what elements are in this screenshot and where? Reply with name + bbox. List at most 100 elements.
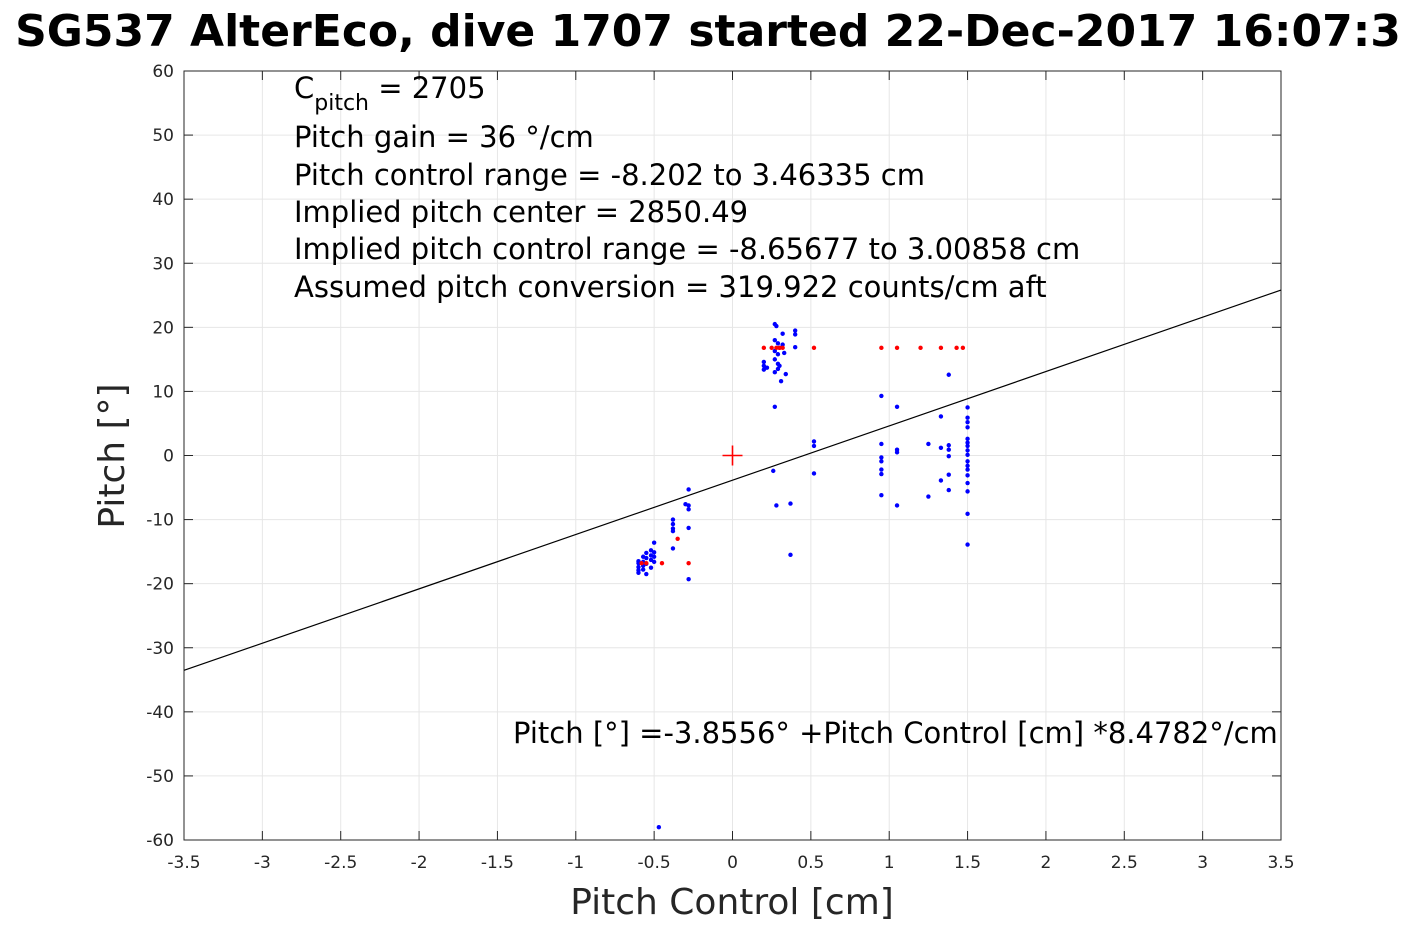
y-tick-label: -20 bbox=[146, 575, 174, 595]
blue-data-point bbox=[686, 576, 691, 582]
blue-data-point bbox=[965, 463, 970, 468]
red-data-point bbox=[954, 345, 959, 351]
blue-data-point bbox=[811, 439, 817, 444]
red-data-point bbox=[918, 345, 923, 351]
blue-data-point bbox=[965, 542, 970, 547]
x-axis-label: Pitch Control [cm] bbox=[570, 882, 894, 923]
blue-data-point bbox=[636, 570, 641, 575]
y-tick-label: -60 bbox=[146, 831, 174, 851]
red-data-point bbox=[675, 536, 680, 542]
c-pitch-annotation: Cpitch = 2705 bbox=[294, 71, 486, 116]
blue-data-point bbox=[879, 441, 884, 447]
blue-data-point bbox=[774, 323, 779, 329]
red-data-point bbox=[659, 560, 665, 566]
blue-data-point bbox=[670, 546, 676, 551]
y-axis-label: Pitch [°] bbox=[92, 383, 133, 528]
blue-data-point bbox=[686, 487, 691, 492]
blue-data-point bbox=[879, 493, 884, 498]
blue-data-point bbox=[965, 467, 970, 472]
red-data-point bbox=[938, 345, 944, 351]
y-tick-label: 40 bbox=[152, 190, 174, 210]
blue-data-point bbox=[771, 468, 776, 474]
blue-data-point bbox=[772, 337, 778, 343]
x-tick-label: 2.5 bbox=[1111, 853, 1138, 873]
chart-title: SG537 AlterEco, dive 1707 started 22-Dec… bbox=[15, 6, 1401, 57]
blue-data-point bbox=[792, 332, 798, 337]
blue-data-point bbox=[670, 521, 676, 527]
blue-data-point bbox=[965, 489, 970, 494]
blue-data-point bbox=[644, 555, 649, 561]
blue-data-point bbox=[644, 550, 649, 556]
blue-data-point bbox=[946, 447, 951, 452]
red-data-point bbox=[644, 560, 649, 566]
blue-data-point bbox=[965, 511, 970, 517]
center-marker-group bbox=[722, 445, 743, 466]
y-tick-label: 30 bbox=[152, 254, 174, 274]
parameter-annotations: Cpitch = 2705 Pitch gain = 36 °/cm Pitch… bbox=[294, 71, 1278, 750]
blue-data-point bbox=[879, 455, 884, 460]
x-tick-label: 3.5 bbox=[1267, 853, 1294, 873]
blue-data-point bbox=[788, 552, 793, 558]
blue-data-point bbox=[965, 425, 970, 430]
blue-data-point bbox=[651, 540, 657, 545]
blue-data-point bbox=[777, 363, 782, 368]
red-data-point bbox=[686, 560, 691, 566]
fit-line-group bbox=[183, 289, 1282, 671]
red-data-point bbox=[777, 345, 782, 351]
y-tick-label: 0 bbox=[163, 447, 174, 467]
blue-data-point bbox=[879, 467, 884, 472]
blue-data-point bbox=[946, 472, 951, 477]
blue-data-point bbox=[965, 415, 970, 420]
blue-data-point bbox=[965, 443, 970, 449]
x-tick-label: -1.5 bbox=[481, 853, 514, 873]
red-data-point bbox=[769, 345, 774, 351]
blue-data-point bbox=[772, 357, 778, 362]
blue-data-point bbox=[782, 350, 787, 356]
x-tick-label: -3 bbox=[254, 853, 271, 873]
blue-data-point bbox=[894, 503, 900, 508]
y-tick-label: 50 bbox=[152, 126, 174, 146]
assumed-pitch-conversion-annotation: Assumed pitch conversion = 319.922 count… bbox=[294, 270, 1047, 304]
fit-line bbox=[183, 289, 1282, 671]
c-pitch-value: = 2705 bbox=[369, 71, 486, 105]
y-tick-label: 10 bbox=[152, 382, 174, 402]
x-tick-label: -3.5 bbox=[167, 853, 200, 873]
c-pitch-symbol: C bbox=[294, 71, 314, 105]
x-tick-label: -2 bbox=[411, 853, 428, 873]
y-tick-label: -40 bbox=[146, 703, 174, 723]
pitch-control-range-annotation: Pitch control range = -8.202 to 3.46335 … bbox=[294, 158, 925, 192]
blue-data-point bbox=[651, 550, 657, 555]
grid-lines bbox=[183, 70, 1282, 841]
blue-data-point bbox=[778, 378, 784, 384]
red-data-point bbox=[774, 345, 779, 351]
blue-data-point bbox=[651, 554, 657, 559]
x-tick-label: 0 bbox=[727, 853, 738, 873]
blue-data-point bbox=[772, 369, 778, 375]
blue-data-point bbox=[946, 372, 951, 377]
red-data-point bbox=[960, 345, 966, 351]
blue-data-point bbox=[656, 824, 662, 830]
blue-data-point bbox=[775, 341, 781, 346]
x-tick-label: 0.5 bbox=[797, 853, 824, 873]
blue-data-point bbox=[965, 448, 970, 453]
blue-data-point bbox=[965, 480, 970, 486]
blue-data-point bbox=[670, 528, 676, 534]
blue-data-point bbox=[965, 473, 970, 478]
blue-data-point bbox=[775, 352, 781, 357]
blue-data-point bbox=[894, 404, 900, 409]
red-data-point bbox=[811, 345, 817, 351]
data-points bbox=[636, 321, 970, 830]
blue-data-point bbox=[792, 344, 798, 350]
blue-data-point bbox=[946, 453, 951, 459]
blue-data-point bbox=[965, 452, 970, 458]
blue-data-point bbox=[965, 419, 970, 425]
blue-data-point bbox=[938, 478, 944, 483]
x-tick-label: 1 bbox=[884, 853, 895, 873]
y-tick-label: -50 bbox=[146, 767, 174, 787]
blue-data-point bbox=[640, 567, 646, 572]
blue-data-point bbox=[879, 393, 884, 399]
blue-data-point bbox=[879, 471, 884, 477]
blue-data-point bbox=[651, 559, 657, 565]
red-data-point bbox=[894, 345, 900, 351]
